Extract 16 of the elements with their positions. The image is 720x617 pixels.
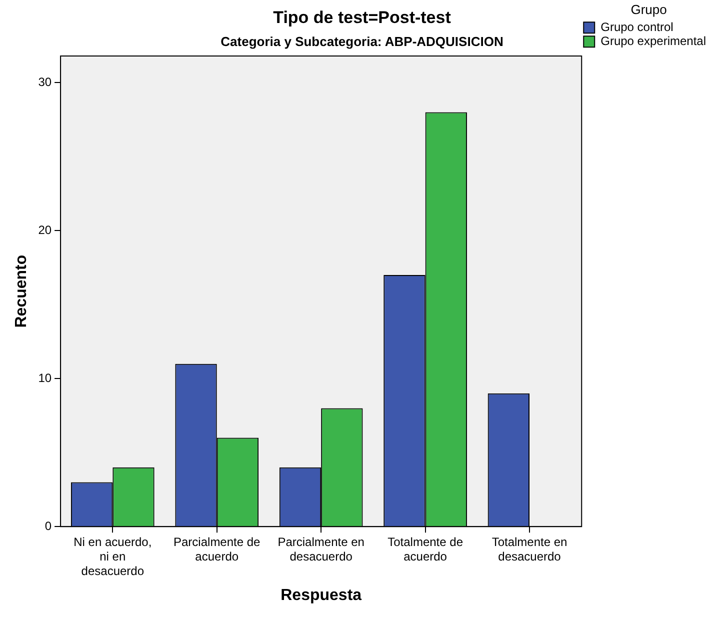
x-tick-label: Ni en acuerdo, ni en desacuerdo — [74, 535, 152, 578]
chart-title: Tipo de test=Post-test — [273, 8, 452, 27]
y-tick-label: 30 — [38, 74, 52, 89]
x-tick-label: Parcialmente en desacuerdo — [278, 535, 364, 564]
y-tick-label: 10 — [38, 370, 52, 385]
legend-title: Grupo — [630, 2, 667, 18]
x-tick-label: Totalmente en desacuerdo — [492, 535, 568, 564]
legend-label: Grupo experimental — [600, 34, 706, 48]
legend-label: Grupo control — [600, 20, 674, 34]
x-tick-label: Totalmente de acuerdo — [388, 535, 464, 564]
chart-subtitle: Categoria y Subcategoria: ABP-ADQUISICION — [220, 34, 504, 49]
x-axis-title: Respuesta — [280, 586, 362, 604]
x-tick-label: Parcialmente de acuerdo — [174, 535, 261, 564]
y-tick-label: 20 — [38, 222, 52, 237]
y-tick-label: 0 — [44, 518, 52, 533]
y-axis-title: Recuento — [13, 254, 30, 328]
